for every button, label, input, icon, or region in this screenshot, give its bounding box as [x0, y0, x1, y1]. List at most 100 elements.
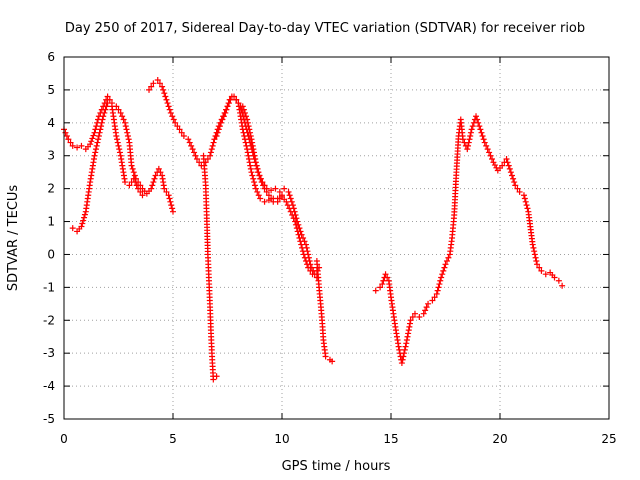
data-point	[170, 116, 177, 123]
data-point	[186, 139, 193, 146]
data-point	[411, 310, 418, 317]
data-point	[239, 103, 246, 110]
data-point	[533, 258, 540, 265]
data-point	[81, 211, 88, 218]
data-point	[429, 297, 436, 304]
data-point	[276, 188, 283, 195]
data-point	[249, 172, 256, 179]
y-tick-label: -2	[43, 313, 55, 327]
data-point	[443, 258, 450, 265]
data-point	[94, 139, 101, 146]
data-point	[530, 244, 537, 251]
data-point	[157, 169, 164, 176]
data-point	[222, 109, 229, 116]
data-point	[251, 152, 258, 159]
data-point	[106, 96, 113, 103]
data-point	[247, 162, 254, 169]
data-point	[521, 195, 528, 202]
data-point	[162, 93, 169, 100]
data-point	[407, 317, 414, 324]
data-point	[88, 138, 95, 145]
data-point	[438, 274, 445, 281]
data-point	[128, 162, 135, 169]
data-point	[420, 310, 427, 317]
data-point	[215, 126, 222, 133]
data-point	[400, 353, 407, 360]
data-point	[534, 261, 541, 268]
data-point	[254, 188, 261, 195]
data-point	[508, 172, 515, 179]
data-point	[216, 123, 223, 130]
data-point	[241, 109, 248, 116]
data-point	[251, 179, 258, 186]
data-point	[467, 129, 474, 136]
data-point	[95, 132, 102, 139]
x-tick-label: 25	[601, 432, 616, 446]
data-point	[65, 136, 72, 143]
data-point	[309, 271, 316, 278]
data-point	[163, 96, 170, 103]
data-point	[241, 132, 248, 139]
data-point	[297, 238, 304, 245]
data-point	[226, 96, 233, 103]
data-point	[63, 132, 70, 139]
data-point	[122, 179, 129, 186]
data-point	[188, 142, 195, 149]
data-point	[292, 218, 299, 225]
x-tick-label: 0	[60, 432, 68, 446]
data-point	[434, 287, 441, 294]
data-point	[223, 106, 230, 113]
data-point	[97, 126, 104, 133]
data-point	[176, 126, 183, 133]
data-point	[382, 271, 389, 278]
y-tick-label: -1	[43, 280, 55, 294]
data-point	[272, 185, 279, 192]
data-point	[93, 142, 100, 149]
data-point	[301, 254, 308, 261]
data-point	[489, 156, 496, 163]
data-point	[130, 169, 137, 176]
data-point	[475, 119, 482, 126]
data-point	[168, 202, 175, 209]
data-point	[484, 146, 491, 153]
data-point	[559, 282, 566, 289]
axes: -5 -4 -3 -2 -1 0 1 2 3 4 5 6 0 5 10 15 20 25	[43, 50, 617, 446]
x-tick-label: 10	[274, 432, 289, 446]
data-point	[468, 126, 475, 133]
data-point	[146, 86, 153, 93]
data-point	[135, 185, 142, 192]
data-point	[69, 225, 76, 232]
data-point	[542, 271, 549, 278]
data-point	[516, 188, 523, 195]
data-point	[213, 132, 220, 139]
data-point	[165, 103, 172, 110]
data-point	[74, 144, 81, 151]
series-arc-7	[313, 258, 336, 365]
data-point	[511, 179, 518, 186]
data-point	[95, 136, 102, 143]
data-point	[249, 142, 256, 149]
data-point	[307, 267, 314, 274]
data-point	[122, 123, 129, 130]
data-point	[263, 188, 270, 195]
data-point	[258, 179, 265, 186]
data-point	[119, 113, 126, 120]
data-point	[155, 165, 162, 172]
data-point	[193, 156, 200, 163]
data-point	[529, 241, 536, 248]
data-point	[250, 175, 257, 182]
data-point	[133, 182, 140, 189]
data-point	[78, 223, 85, 230]
data-point	[464, 146, 471, 153]
data-point	[254, 165, 261, 172]
data-point	[62, 129, 69, 136]
data-point	[247, 165, 254, 172]
data-point	[473, 113, 480, 120]
data-point	[435, 284, 442, 291]
data-point	[268, 187, 275, 194]
chart-title: Day 250 of 2017, Sidereal Day-to-day VTE…	[65, 21, 585, 36]
data-point	[126, 182, 133, 189]
data-point	[139, 192, 146, 199]
